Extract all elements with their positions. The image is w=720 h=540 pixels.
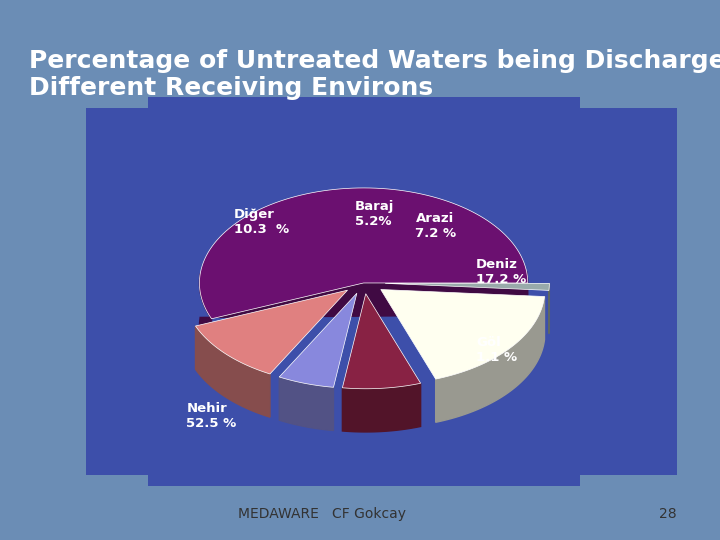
- Polygon shape: [199, 272, 528, 362]
- Text: Arazi
7.2 %: Arazi 7.2 %: [415, 212, 456, 240]
- Polygon shape: [279, 293, 357, 387]
- Text: Baraj
5.2%: Baraj 5.2%: [355, 200, 395, 228]
- Text: Deniz
17.2 %: Deniz 17.2 %: [476, 258, 526, 286]
- Polygon shape: [196, 326, 270, 417]
- Polygon shape: [436, 296, 544, 422]
- Polygon shape: [199, 188, 528, 319]
- Polygon shape: [385, 284, 549, 291]
- Polygon shape: [343, 294, 420, 389]
- Text: 28: 28: [660, 507, 677, 521]
- Polygon shape: [343, 383, 420, 432]
- Text: Göl
1.1 %: Göl 1.1 %: [476, 336, 517, 364]
- Polygon shape: [381, 289, 544, 379]
- Polygon shape: [196, 290, 348, 374]
- Polygon shape: [279, 377, 333, 430]
- Text: Diğer
10.3  %: Diğer 10.3 %: [234, 207, 289, 235]
- Text: MEDAWARE   CF Gokcay: MEDAWARE CF Gokcay: [238, 507, 405, 521]
- Text: Percentage of Untreated Waters being Discharged to
Different Receiving Environs: Percentage of Untreated Waters being Dis…: [29, 49, 720, 100]
- Text: Nehir
52.5 %: Nehir 52.5 %: [186, 402, 237, 430]
